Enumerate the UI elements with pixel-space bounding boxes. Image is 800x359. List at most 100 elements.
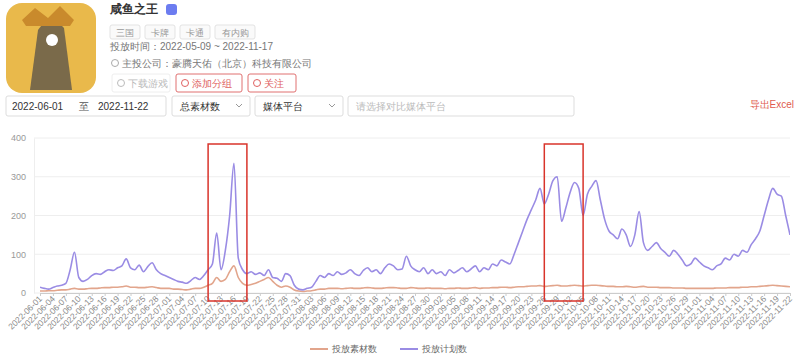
highlights: [208, 144, 583, 301]
grid-line: [34, 138, 790, 139]
x-tick-mark: [299, 293, 300, 296]
x-tick-mark: [790, 293, 791, 296]
x-tick-mark: [131, 293, 132, 296]
x-tick-mark: [635, 293, 636, 296]
tag-text: 三国: [116, 28, 134, 38]
x-tick-mark: [712, 293, 713, 296]
header: 咸鱼之王三国 卡牌 卡通 有内购投放时间：2022-05-09 ~ 2022-11-1…: [6, 2, 312, 93]
x-tick-mark: [337, 293, 338, 296]
x-tick-mark: [92, 293, 93, 296]
x-tick-mark: [350, 293, 351, 296]
x-tick-mark: [363, 293, 364, 296]
x-tick: 2022-11-22: [757, 293, 795, 331]
x-tick-mark: [324, 293, 325, 296]
y-tick: 300: [11, 172, 34, 182]
chart: 01002003004002022-06-012022-06-042022-06…: [6, 133, 794, 354]
button[interactable]: [248, 74, 296, 92]
badge: [166, 4, 177, 15]
chevron[interactable]: [236, 104, 242, 107]
legend: 投放素材数 投放计划数: [310, 344, 467, 354]
x-tick-mark: [764, 293, 765, 296]
x-tick-mark: [169, 293, 170, 296]
grid-line: [34, 215, 790, 216]
legend-label: 投放素材数: [331, 344, 377, 354]
x-tick-mark: [273, 293, 274, 296]
x-tick-mark: [531, 293, 532, 296]
chevron[interactable]: [329, 104, 335, 107]
x-tick-mark: [260, 293, 261, 296]
x-tick-label: 2022-11-22: [757, 294, 795, 332]
y-tick-label: 400: [11, 133, 26, 143]
x-tick-mark: [53, 293, 54, 296]
x-tick-mark: [105, 293, 106, 296]
x-tick-mark: [648, 293, 649, 296]
tag-text: 卡牌: [151, 28, 169, 38]
tag: [215, 25, 255, 39]
grid-line: [34, 293, 790, 294]
x-tick-mark: [66, 293, 67, 296]
x-tick-mark: [725, 293, 726, 296]
x-tick-mark: [622, 293, 623, 296]
launch-period: 投放时间：2022-05-09 ~ 2022-11-17: [109, 41, 273, 52]
button-icon[interactable]: [118, 80, 125, 87]
y-tick: 100: [11, 250, 34, 260]
x-tick-mark: [415, 293, 416, 296]
compare-placeholder[interactable]: 请选择对比媒体平台: [356, 101, 446, 112]
button[interactable]: [112, 74, 170, 92]
tag: [110, 25, 140, 39]
x-tick-mark: [570, 293, 571, 296]
export-button[interactable]: 导出Excel: [750, 99, 794, 110]
platform-select[interactable]: [255, 96, 343, 116]
x-tick-mark: [454, 293, 455, 296]
x-tick-mark: [195, 293, 196, 296]
metric-select[interactable]: [172, 96, 250, 116]
date-from[interactable]: 2022-06-01: [12, 101, 64, 112]
x-tick-mark: [699, 293, 700, 296]
legend-label: 投放计划数: [421, 344, 467, 354]
tag: [180, 25, 210, 39]
x-tick-mark: [518, 293, 519, 296]
x-tick-mark: [286, 293, 287, 296]
y-tick: 200: [11, 211, 34, 221]
x-tick-mark: [376, 293, 377, 296]
x-tick-mark: [506, 293, 507, 296]
x-tick-mark: [596, 293, 597, 296]
platform-select-text[interactable]: 媒体平台: [263, 101, 303, 112]
x-tick-mark: [118, 293, 119, 296]
x-tick-mark: [402, 293, 403, 296]
button-text[interactable]: 关注: [264, 78, 284, 89]
y-tick-label: 100: [11, 250, 26, 260]
y-tick: 400: [11, 133, 34, 143]
app-icon-eye: [46, 34, 58, 46]
metric-select-text[interactable]: 总素材数: [179, 101, 220, 112]
app-icon-fish: [30, 20, 72, 90]
grid: [34, 138, 790, 293]
app-name: 咸鱼之王: [109, 2, 158, 16]
x-tick-mark: [467, 293, 468, 296]
y-tick-label: 200: [11, 211, 26, 221]
button[interactable]: [176, 74, 242, 92]
legend-swatch: [310, 348, 328, 350]
legend-swatch: [400, 348, 418, 350]
button-text[interactable]: 添加分组: [192, 78, 232, 89]
button-icon[interactable]: [182, 80, 189, 87]
button-icon[interactable]: [254, 80, 261, 87]
x-tick-mark: [312, 293, 313, 296]
plot-area: [40, 163, 790, 291]
date-range[interactable]: [6, 96, 166, 116]
y-axis: 0100200300400: [11, 133, 35, 298]
app-icon: [6, 3, 96, 93]
app-icon-bg: [6, 3, 96, 93]
date-to[interactable]: 2022-11-22: [98, 101, 149, 112]
x-tick-mark: [428, 293, 429, 296]
highlight-box: [208, 144, 247, 301]
x-tick-mark: [687, 293, 688, 296]
tag-text: 卡通: [186, 28, 204, 38]
x-tick-mark: [661, 293, 662, 296]
tag-text: 有内购: [222, 28, 249, 38]
filters: 2022-06-01至2022-11-22总素材数媒体平台请选择对比媒体平台导出…: [6, 96, 794, 116]
grid-line: [34, 176, 790, 177]
button-text[interactable]: 下载游戏: [128, 78, 168, 89]
compare-input[interactable]: [348, 96, 574, 116]
x-tick-mark: [143, 293, 144, 296]
